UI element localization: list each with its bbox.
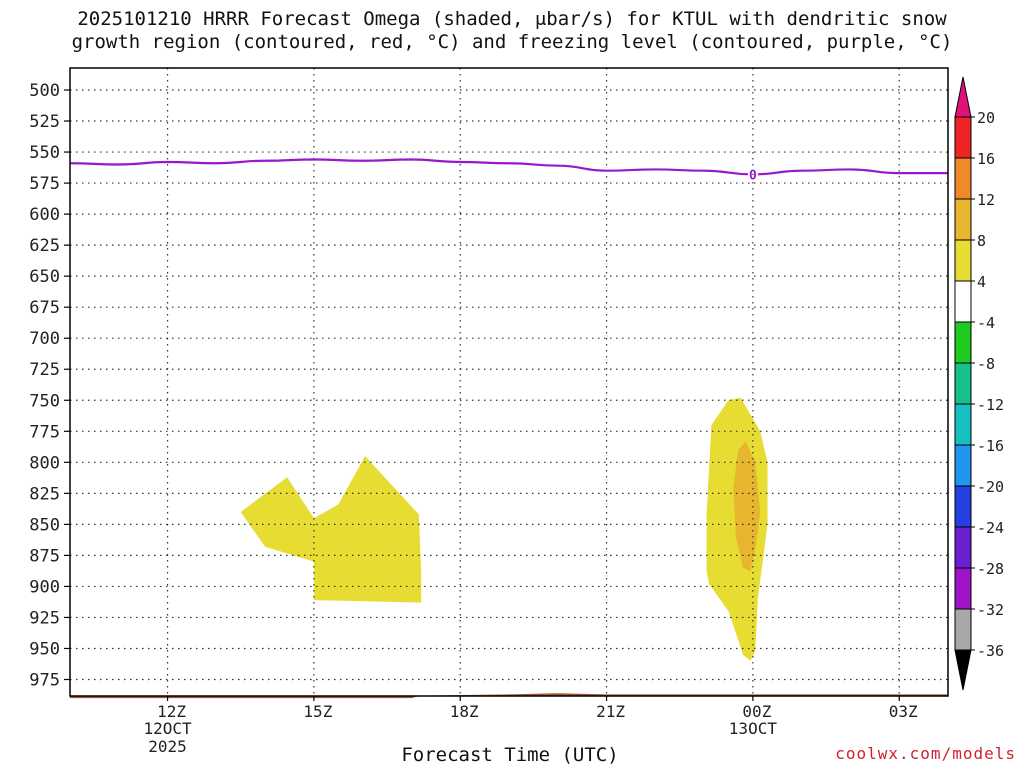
- colorbar-label-10: -20: [977, 478, 1004, 496]
- colorbar-label-7: -8: [977, 355, 995, 373]
- y-tick-label-875: 875: [29, 546, 60, 566]
- omega-region-3: [733, 441, 761, 572]
- freezing-level-contour: 0: [69, 158, 948, 183]
- y-tick-label-750: 750: [29, 391, 60, 411]
- colorbar-label-1: 20: [977, 109, 995, 127]
- colorbar-segment-10: [954, 485, 972, 528]
- colorbar: 20 16 12 8 4 -4 -8 -12 -16 -20 -24 -28 -32 -36: [954, 76, 1004, 691]
- colorbar-label-5: 4: [977, 273, 986, 291]
- x-tick-sublabel-12Z-2: 2025: [148, 737, 187, 756]
- omega-region-1: [240, 456, 422, 603]
- y-tick-label-850: 850: [29, 515, 60, 535]
- colorbar-label-11: -24: [977, 519, 1004, 537]
- grid-lines: [70, 68, 948, 696]
- freezing-level-label-bg: [747, 167, 758, 182]
- x-tick-sublabel-00Z-1: 13OCT: [729, 719, 778, 738]
- chart-title: 2025101210 HRRR Forecast Omega (shaded, …: [0, 8, 1024, 54]
- colorbar-segment-5: [954, 280, 972, 323]
- colorbar-bottom-arrow: [954, 649, 972, 691]
- y-tick-label-725: 725: [29, 360, 60, 380]
- y-tick-label-550: 550: [29, 143, 60, 163]
- omega-shading: [240, 397, 768, 661]
- y-tick-label-650: 650: [29, 267, 60, 287]
- x-tick-label-03Z: 03Z: [889, 702, 918, 721]
- x-tick-label-21Z: 21Z: [596, 702, 625, 721]
- colorbar-segment-12: [954, 567, 972, 610]
- x-tick-sublabel-12Z-1: 12OCT: [143, 719, 192, 738]
- colorbar-label-6: -4: [977, 314, 995, 332]
- freezing-level-label: 0: [749, 168, 757, 183]
- freezing-level-line: [69, 158, 948, 176]
- y-tick-label-900: 900: [29, 577, 60, 597]
- y-tick-label-825: 825: [29, 484, 60, 504]
- y-tick-label-675: 675: [29, 298, 60, 318]
- y-tick-label-925: 925: [29, 608, 60, 628]
- colorbar-segment-7: [954, 362, 972, 405]
- x-tick-label-00Z: 00Z: [742, 702, 771, 721]
- x-tick-label-18Z: 18Z: [450, 702, 479, 721]
- plot-frame: [69, 67, 949, 697]
- y-tick-label-575: 575: [29, 174, 60, 194]
- colorbar-segment-13: [954, 608, 972, 651]
- colorbar-label-8: -12: [977, 396, 1004, 414]
- x-axis-label: Forecast Time (UTC): [401, 744, 619, 766]
- chart-title-line-1: 2025101210 HRRR Forecast Omega (shaded, …: [77, 8, 947, 30]
- plot-border: [69, 67, 949, 697]
- y-tick-label-800: 800: [29, 453, 60, 473]
- y-tick-label-525: 525: [29, 112, 60, 132]
- x-tick-label-15Z: 15Z: [303, 702, 332, 721]
- colorbar-label-14: -36: [977, 642, 1004, 660]
- credit-text: coolwx.com/models: [835, 744, 1016, 763]
- y-tick-label-775: 775: [29, 422, 60, 442]
- y-tick-label-700: 700: [29, 329, 60, 349]
- chart-title-line-2: growth region (contoured, red, °C) and f…: [71, 31, 953, 53]
- colorbar-label-4: 8: [977, 232, 986, 250]
- colorbar-label-2: 16: [977, 150, 995, 168]
- x-tick-label-12Z: 12Z: [157, 702, 186, 721]
- y-tick-label-975: 975: [29, 671, 60, 691]
- y-tick-label-950: 950: [29, 639, 60, 659]
- colorbar-segment-3: [954, 198, 972, 241]
- colorbar-label-3: 12: [977, 191, 995, 209]
- colorbar-label-12: -28: [977, 560, 1004, 578]
- colorbar-segment-8: [954, 403, 972, 446]
- colorbar-segment-4: [954, 239, 972, 282]
- colorbar-segment-2: [954, 157, 972, 200]
- colorbar-segment-11: [954, 526, 972, 569]
- colorbar-label-13: -32: [977, 601, 1004, 619]
- y-axis-ticks: 500 525 550 575 600 625 650 675 700 725 750 775 800 8…: [29, 81, 70, 691]
- colorbar-segment-6: [954, 321, 972, 364]
- y-tick-label-600: 600: [29, 205, 60, 225]
- colorbar-label-9: -16: [977, 437, 1004, 455]
- y-tick-label-625: 625: [29, 236, 60, 256]
- colorbar-top-arrow: [954, 76, 972, 118]
- colorbar-segment-1: [954, 116, 972, 159]
- y-tick-label-500: 500: [29, 81, 60, 101]
- colorbar-segment-9: [954, 444, 972, 487]
